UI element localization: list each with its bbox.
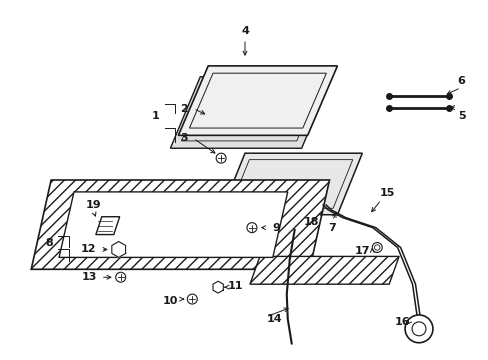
Polygon shape [178, 66, 337, 135]
Text: 8: 8 [45, 238, 53, 248]
Text: 3: 3 [180, 133, 188, 143]
Text: 18: 18 [303, 217, 319, 227]
Text: 1: 1 [151, 111, 159, 121]
Text: 17: 17 [354, 247, 369, 256]
Circle shape [187, 294, 197, 304]
Polygon shape [213, 281, 223, 293]
Circle shape [411, 322, 425, 336]
Text: 16: 16 [393, 317, 409, 327]
Text: 12: 12 [81, 244, 97, 255]
Text: 13: 13 [81, 272, 96, 282]
Circle shape [404, 315, 432, 343]
Polygon shape [96, 217, 120, 235]
Circle shape [371, 243, 382, 252]
Text: 11: 11 [227, 281, 243, 291]
Polygon shape [31, 180, 329, 269]
Circle shape [216, 153, 225, 163]
Polygon shape [220, 153, 362, 215]
Text: 2: 2 [180, 104, 188, 113]
Text: 4: 4 [241, 26, 248, 36]
Text: 14: 14 [266, 314, 282, 324]
Circle shape [116, 272, 125, 282]
Polygon shape [112, 242, 125, 257]
Polygon shape [59, 192, 287, 257]
Polygon shape [249, 256, 398, 284]
Polygon shape [170, 77, 331, 148]
Text: 5: 5 [457, 111, 465, 121]
Circle shape [246, 223, 256, 233]
Text: 6: 6 [456, 76, 464, 86]
Text: 10: 10 [163, 296, 178, 306]
Text: 9: 9 [271, 222, 279, 233]
Circle shape [374, 245, 379, 250]
Text: 7: 7 [328, 222, 336, 233]
Text: 15: 15 [379, 188, 394, 198]
Text: 19: 19 [86, 200, 102, 210]
